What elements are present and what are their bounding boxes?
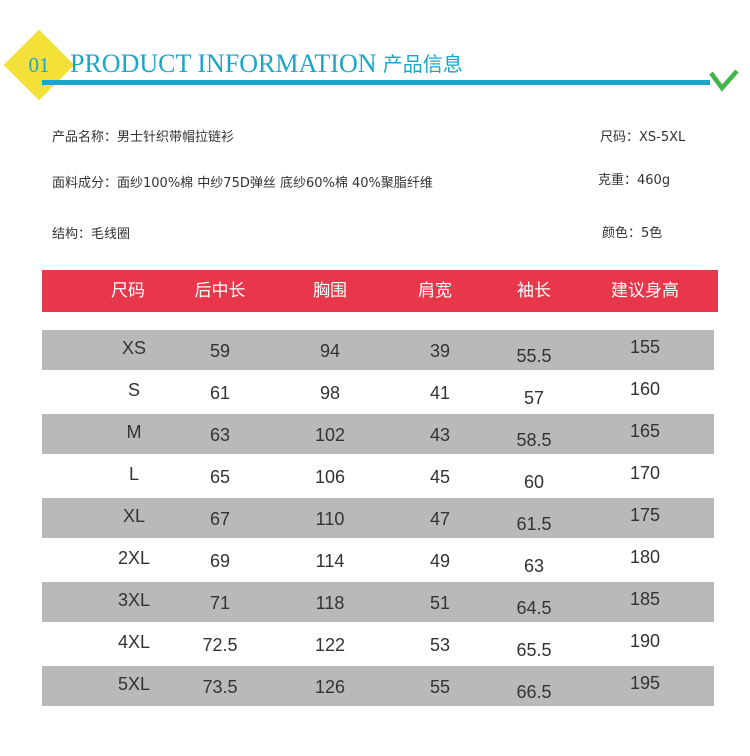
cell-size: M — [126, 422, 142, 442]
product-size-range: 尺码：XS-5XL — [600, 130, 686, 145]
title-underline — [42, 80, 710, 85]
cell-sleeve: 58.5 — [516, 430, 552, 450]
cell-chest: 122 — [314, 635, 346, 655]
cell-chest: 118 — [315, 593, 345, 613]
section-number: 01 — [28, 53, 50, 77]
cell-sleeve: 61.5 — [516, 514, 552, 534]
cell-height: 180 — [629, 547, 661, 567]
cell-shoulder: 39 — [429, 341, 451, 361]
table-row: M 63 102 43 58.5 165 — [42, 414, 714, 454]
cell-height: 170 — [629, 463, 661, 483]
cell-back-length: 67 — [209, 509, 231, 529]
table-row: L 65 106 45 60 170 — [42, 456, 714, 496]
cell-size: XL — [122, 506, 146, 526]
header-height: 建议身高 — [611, 281, 679, 301]
section-title: PRODUCT INFORMATION — [70, 49, 377, 78]
table-row: 5XL 73.5 126 55 66.5 195 — [42, 666, 714, 706]
cell-back-length: 59 — [209, 341, 231, 361]
size-table-header: 尺码 后中长 胸围 肩宽 袖长 建议身高 — [42, 270, 718, 312]
table-row: 2XL 69 114 49 63 180 — [42, 540, 714, 580]
cell-back-length: 63 — [209, 425, 231, 445]
cell-chest: 110 — [315, 509, 345, 529]
cell-height: 165 — [629, 421, 661, 441]
cell-sleeve: 60 — [523, 472, 545, 492]
table-row: XS 59 94 39 55.5 155 — [42, 330, 714, 370]
header-back-length: 后中长 — [194, 281, 246, 301]
cell-sleeve: 64.5 — [516, 598, 552, 618]
cell-height: 155 — [629, 337, 661, 357]
cell-size: 2XL — [117, 548, 151, 568]
cell-back-length: 69 — [209, 551, 231, 571]
header-sleeve: 袖长 — [517, 281, 551, 301]
cell-back-length: 71 — [209, 593, 231, 613]
cell-chest: 106 — [314, 467, 346, 487]
cell-size: 4XL — [117, 632, 151, 652]
cell-height: 185 — [629, 589, 661, 609]
check-icon — [709, 69, 739, 92]
section-subtitle: · 产品信息 — [370, 52, 463, 76]
cell-height: 175 — [629, 505, 661, 525]
cell-sleeve: 57 — [523, 388, 545, 408]
table-row: 3XL 71 118 51 64.5 185 — [42, 582, 714, 622]
product-name: 产品名称：男士针织带帽拉链衫 — [52, 130, 235, 145]
cell-size: S — [127, 380, 140, 400]
product-weight: 克重：460g — [598, 173, 671, 188]
product-fabric: 面料成分：面纱100%棉 中纱75D弹丝 底纱60%棉 40%聚脂纤维 — [52, 176, 433, 191]
product-colors: 颜色：5色 — [602, 226, 663, 241]
cell-sleeve: 65.5 — [516, 640, 552, 660]
cell-size: XS — [121, 338, 146, 358]
cell-sleeve: 55.5 — [516, 346, 552, 366]
cell-chest: 94 — [319, 341, 341, 361]
table-row: 4XL 72.5 122 53 65.5 190 — [42, 624, 714, 664]
cell-height: 160 — [629, 379, 661, 399]
cell-chest: 114 — [315, 551, 345, 571]
header-chest: 胸围 — [313, 281, 347, 301]
cell-sleeve: 63 — [523, 556, 545, 576]
product-structure: 结构：毛线圈 — [52, 227, 131, 242]
cell-back-length: 61 — [209, 383, 231, 403]
cell-sleeve: 66.5 — [516, 682, 552, 702]
cell-shoulder: 47 — [429, 509, 451, 529]
table-row: XL 67 110 47 61.5 175 — [42, 498, 714, 538]
cell-shoulder: 41 — [429, 383, 451, 403]
cell-chest: 126 — [314, 677, 346, 697]
cell-shoulder: 53 — [429, 635, 451, 655]
cell-back-length: 65 — [209, 467, 231, 487]
header-size: 尺码 — [111, 281, 145, 301]
cell-size: 3XL — [117, 590, 151, 610]
header-shoulder: 肩宽 — [418, 281, 452, 301]
cell-shoulder: 51 — [429, 593, 451, 613]
cell-height: 195 — [629, 673, 661, 693]
table-row: S 61 98 41 57 160 — [42, 372, 714, 412]
cell-height: 190 — [629, 631, 661, 651]
cell-shoulder: 49 — [429, 551, 451, 571]
cell-size: 5XL — [117, 674, 151, 694]
cell-shoulder: 45 — [429, 467, 451, 487]
cell-shoulder: 55 — [429, 677, 451, 697]
cell-back-length: 73.5 — [202, 677, 238, 697]
cell-shoulder: 43 — [429, 425, 451, 445]
cell-size: L — [128, 464, 139, 484]
cell-chest: 102 — [314, 425, 346, 445]
cell-chest: 98 — [319, 383, 341, 403]
cell-back-length: 72.5 — [202, 635, 238, 655]
